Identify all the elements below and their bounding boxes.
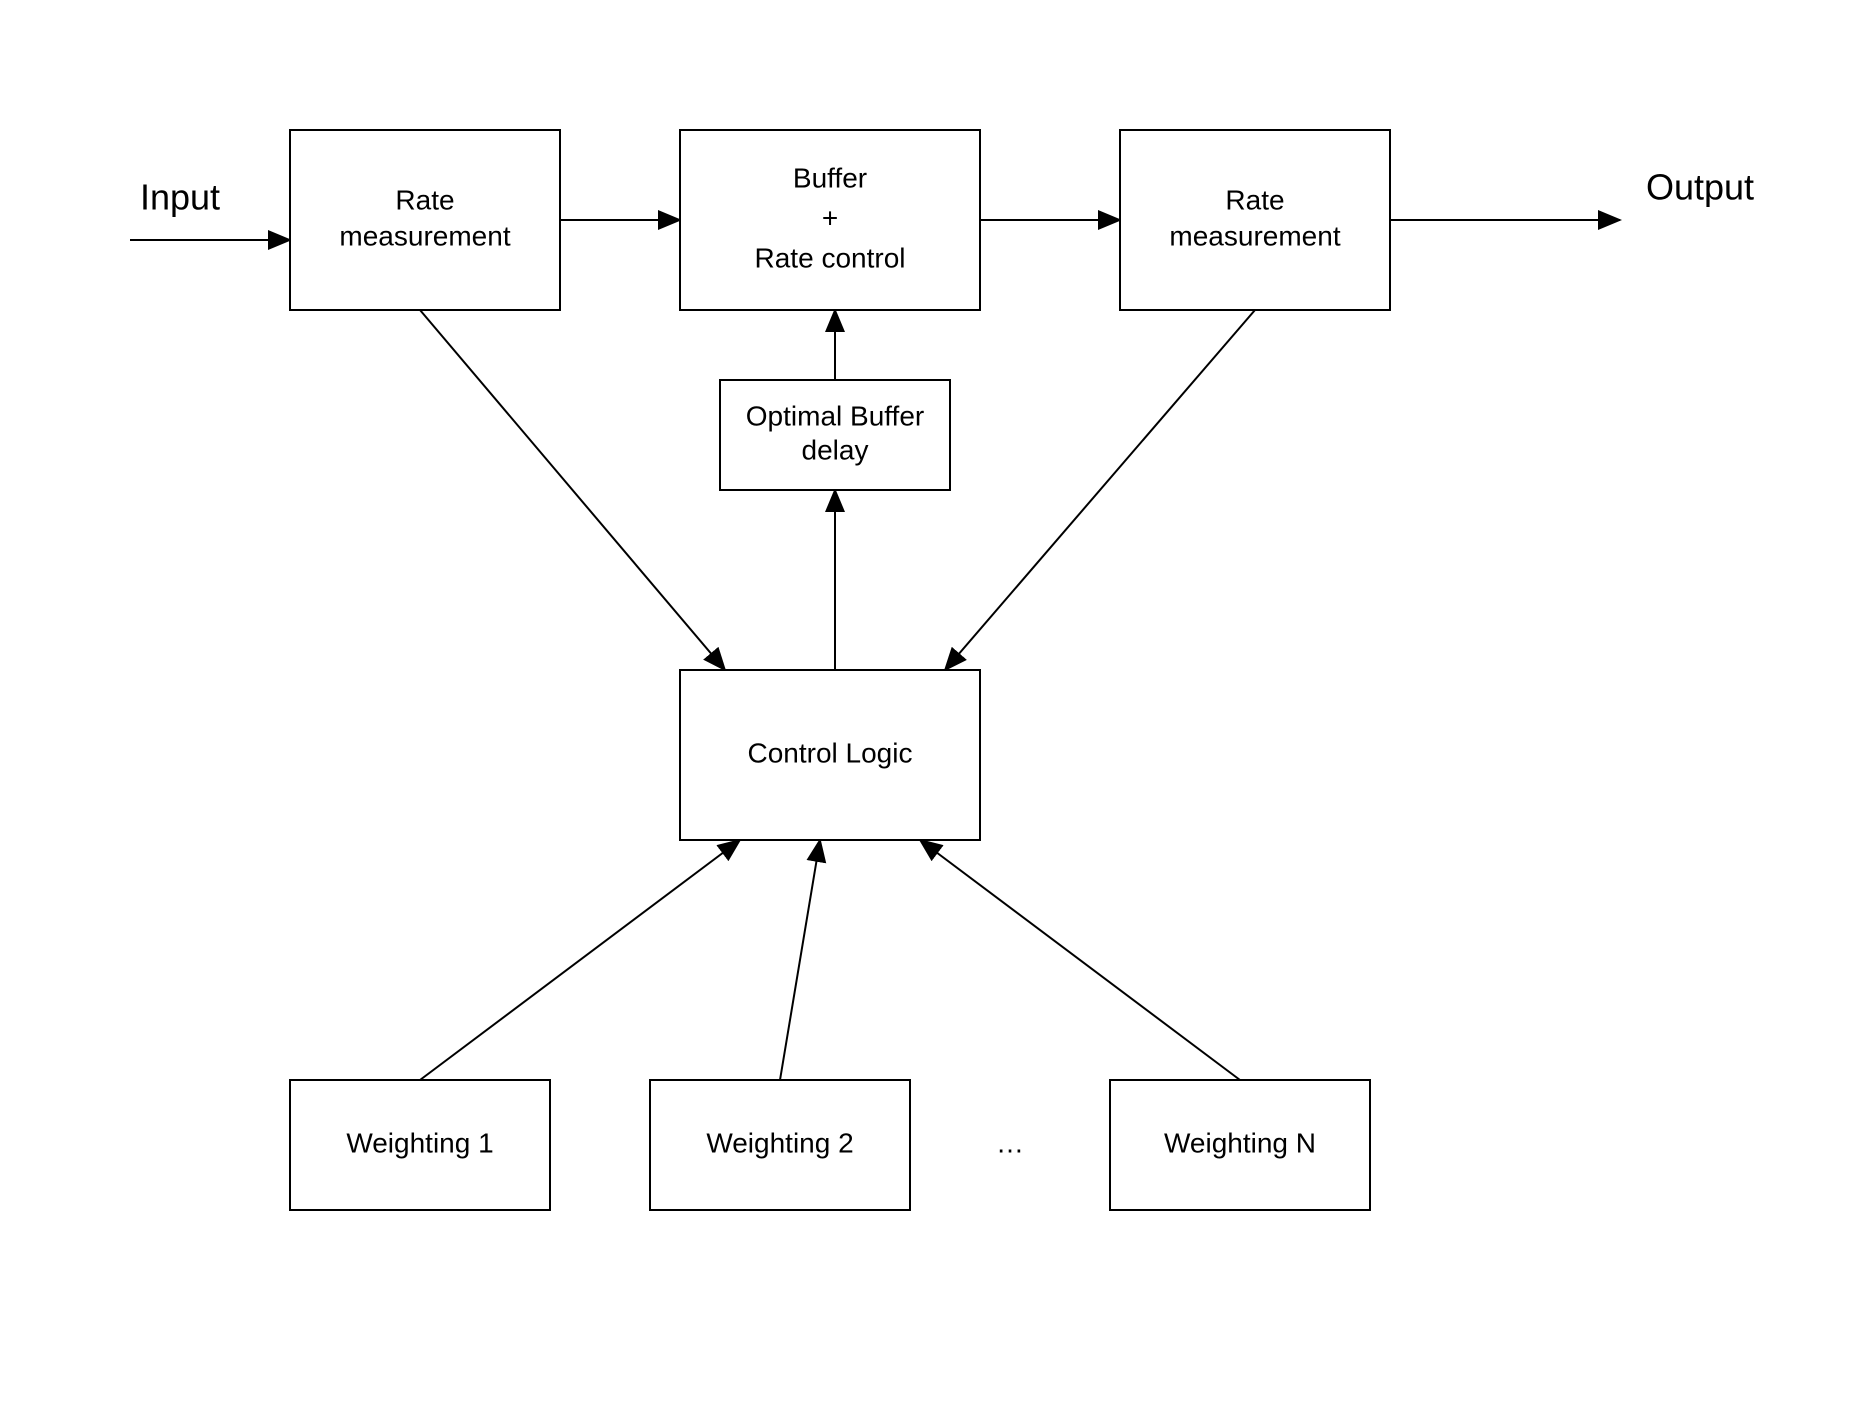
node-rate_out-label: Rate (1225, 184, 1284, 215)
node-ctrl: Control Logic (680, 670, 980, 840)
node-w2: Weighting 2 (650, 1080, 910, 1210)
edge-rate_out-ctrl (945, 310, 1255, 670)
labels-layer: Input Output … (140, 167, 1754, 1159)
node-rate_in-label: Rate (395, 184, 454, 215)
node-w2-label: Weighting 2 (706, 1127, 853, 1158)
node-rate_out: Rate measurement (1120, 130, 1390, 310)
flowchart-diagram: Rate measurement Buffer + Rate control Rate me… (0, 0, 1861, 1408)
edge-wn-ctrl (920, 840, 1240, 1080)
ellipsis-label: … (996, 1127, 1024, 1158)
node-wn: Weighting N (1110, 1080, 1370, 1210)
node-buffer: Buffer + Rate control (680, 130, 980, 310)
node-rate_in-label: measurement (339, 220, 510, 251)
output-label: Output (1646, 167, 1754, 208)
node-ctrl-label: Control Logic (748, 737, 913, 768)
node-buffer-label: Buffer (793, 162, 867, 193)
node-optbuf-label: Optimal Buffer (746, 400, 924, 431)
node-optbuf: Optimal Bufferdelay (720, 380, 950, 490)
node-rate_in: Rate measurement (290, 130, 560, 310)
node-rate_out-label: measurement (1169, 220, 1340, 251)
input-label: Input (140, 177, 220, 218)
edge-w1-ctrl (420, 840, 740, 1080)
edges-layer (130, 220, 1620, 1080)
node-buffer-label: Rate control (755, 242, 906, 273)
node-w1-label: Weighting 1 (346, 1127, 493, 1158)
node-optbuf-label: delay (802, 434, 869, 465)
node-wn-label: Weighting N (1164, 1127, 1316, 1158)
node-buffer-label: + (822, 202, 838, 233)
node-w1: Weighting 1 (290, 1080, 550, 1210)
nodes-layer: Rate measurement Buffer + Rate control Rate me… (290, 130, 1390, 1210)
edge-w2-ctrl (780, 840, 820, 1080)
edge-rate_in-ctrl (420, 310, 725, 670)
